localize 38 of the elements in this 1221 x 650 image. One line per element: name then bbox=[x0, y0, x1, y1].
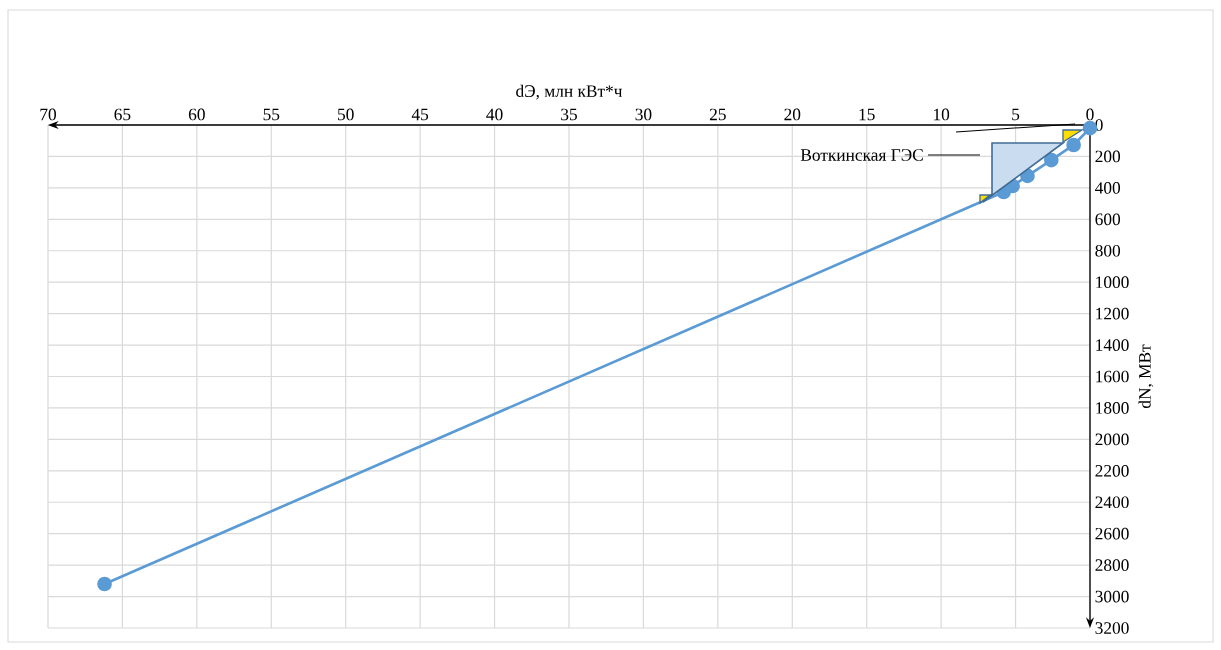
x-tick-label: 5 bbox=[1012, 108, 1020, 121]
y-tick-label: 200 bbox=[1095, 150, 1121, 163]
x-tick-label: 40 bbox=[486, 108, 503, 121]
y-tick-label: 2400 bbox=[1095, 496, 1129, 509]
point bbox=[97, 576, 112, 592]
x-tick-label: 10 bbox=[934, 108, 950, 121]
y-tick-label: 2200 bbox=[1095, 464, 1129, 477]
x-tick-label: 0 bbox=[1086, 108, 1094, 121]
x-tick-label: 55 bbox=[263, 108, 280, 121]
x-tick-label: 30 bbox=[635, 108, 652, 121]
annotation: Воткинская ГЭС bbox=[800, 149, 923, 161]
y-tick-label: 1400 bbox=[1096, 339, 1129, 351]
point bbox=[1066, 137, 1081, 153]
point bbox=[1020, 168, 1035, 184]
y-tick-label: 2000 bbox=[1095, 433, 1129, 446]
y-tick-label: 3000 bbox=[1095, 590, 1129, 603]
y-tick-label: 2800 bbox=[1095, 559, 1129, 571]
x-axis-title: dЭ, млн кВт*ч bbox=[516, 84, 623, 100]
x-tick-label: 25 bbox=[709, 108, 726, 121]
y-tick-label: 2600 bbox=[1095, 527, 1129, 540]
x-tick-label: 15 bbox=[859, 108, 875, 121]
y-tick-label: 600 bbox=[1095, 213, 1121, 226]
y-tick-label: 1200 bbox=[1096, 307, 1129, 320]
y-tick-label: 1800 bbox=[1096, 402, 1129, 414]
point bbox=[1043, 152, 1059, 168]
x-tick-label: 60 bbox=[188, 108, 205, 121]
x-tick-label: 35 bbox=[561, 108, 577, 121]
y-tick-label: 800 bbox=[1095, 244, 1121, 257]
y-tick-label: 1000 bbox=[1096, 276, 1129, 289]
y-tick-label: 400 bbox=[1095, 182, 1121, 194]
y-tick-label: 1600 bbox=[1096, 370, 1129, 383]
x-tick-label: 65 bbox=[114, 108, 131, 121]
y-tick-label: 3200 bbox=[1095, 622, 1129, 634]
x-tick-label: 45 bbox=[411, 108, 429, 121]
x-tick-label: 70 bbox=[40, 108, 56, 121]
y-axis-title: dN, МВт bbox=[1138, 344, 1154, 409]
x-tick-label: 20 bbox=[784, 108, 801, 121]
x-tick-label: 50 bbox=[338, 108, 354, 121]
